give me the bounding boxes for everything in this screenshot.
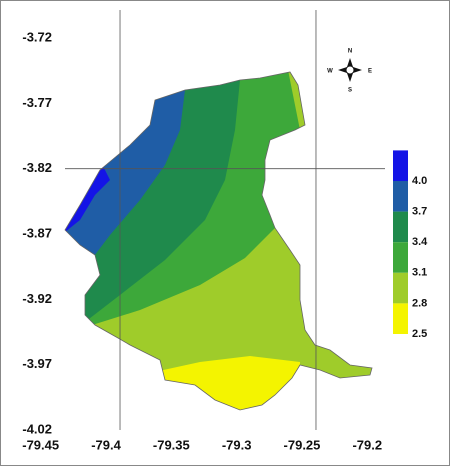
boundary — [64, 71, 373, 411]
x-tick-label: -79.2 — [352, 437, 382, 452]
colorbar-label: 2.5 — [412, 328, 427, 340]
y-tick-label: -4.02 — [22, 421, 52, 436]
y-tick-label: -3.77 — [22, 95, 52, 110]
colorbar-label: 3.1 — [412, 267, 427, 279]
compass-n: N — [348, 49, 352, 55]
colorbar-box — [393, 150, 408, 181]
y-tick-label: -3.97 — [22, 356, 52, 371]
compass: N W E S — [327, 49, 372, 94]
colorbar-box — [393, 211, 408, 243]
y-tick-label: -3.72 — [22, 29, 52, 44]
x-tick-label: -79.25 — [284, 437, 321, 452]
x-tick-label: -79.35 — [153, 437, 190, 452]
compass-e: E — [368, 69, 372, 75]
x-tick-label: -79.3 — [222, 437, 252, 452]
compass-s: S — [348, 88, 352, 94]
colorbar-box — [393, 242, 408, 273]
colorbar-label: 2.8 — [412, 297, 427, 309]
colorbar-box — [393, 272, 408, 304]
colorbar-label: 3.7 — [412, 206, 427, 218]
x-tick-label: -79.4 — [91, 437, 121, 452]
y-tick-label: -3.92 — [22, 291, 52, 306]
colorbar-box — [393, 181, 408, 212]
y-tick-label: -3.82 — [22, 160, 52, 175]
x-tick-label: -79.45 — [22, 437, 59, 452]
compass-w: W — [327, 69, 333, 75]
colorbar-label: 3.4 — [412, 236, 428, 248]
y-tick-label: -3.87 — [22, 225, 52, 240]
colorbar-box — [393, 303, 408, 334]
colorbar-label: 4.0 — [412, 175, 427, 187]
